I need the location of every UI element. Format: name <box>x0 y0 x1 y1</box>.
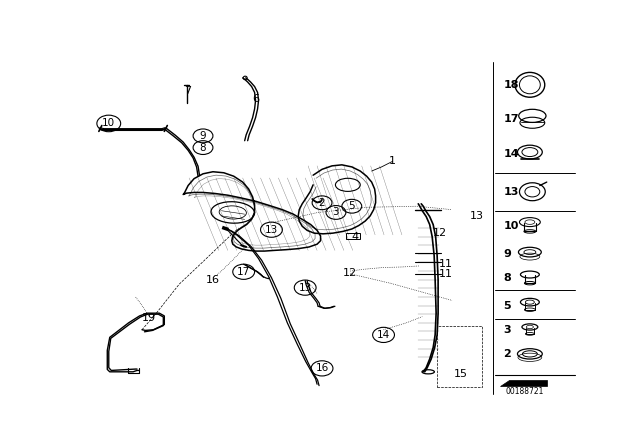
Text: 12: 12 <box>433 228 447 238</box>
Text: 7: 7 <box>184 86 192 96</box>
Text: 12: 12 <box>343 268 357 278</box>
Text: 9: 9 <box>504 249 511 259</box>
Text: 15: 15 <box>454 369 468 379</box>
Text: 4: 4 <box>352 232 359 242</box>
Text: 10: 10 <box>102 118 115 129</box>
Text: 14: 14 <box>377 330 390 340</box>
Text: 11: 11 <box>439 269 453 279</box>
Text: 18: 18 <box>504 80 519 90</box>
Text: 6: 6 <box>253 94 260 103</box>
Text: 10: 10 <box>504 221 519 231</box>
Text: 13: 13 <box>265 225 278 235</box>
Text: 2: 2 <box>504 349 511 359</box>
Text: 1: 1 <box>389 156 396 166</box>
Text: 13: 13 <box>470 211 484 221</box>
Text: 8: 8 <box>200 142 206 153</box>
Text: 2: 2 <box>319 198 325 208</box>
Text: 17: 17 <box>504 114 519 124</box>
Polygon shape <box>500 380 547 386</box>
Text: 3: 3 <box>504 325 511 335</box>
Text: 5: 5 <box>504 301 511 310</box>
Text: 00188721: 00188721 <box>506 387 544 396</box>
Text: 3: 3 <box>333 207 339 217</box>
Text: 14: 14 <box>504 149 519 159</box>
Text: 16: 16 <box>206 275 220 285</box>
Text: 17: 17 <box>237 267 250 277</box>
Text: 13: 13 <box>298 283 312 293</box>
Text: 11: 11 <box>439 259 453 269</box>
Text: 19: 19 <box>141 313 156 323</box>
Text: 16: 16 <box>316 363 329 373</box>
Text: 8: 8 <box>504 273 511 283</box>
Text: 9: 9 <box>200 131 206 141</box>
Text: 5: 5 <box>349 201 355 211</box>
Text: 13: 13 <box>504 187 519 197</box>
